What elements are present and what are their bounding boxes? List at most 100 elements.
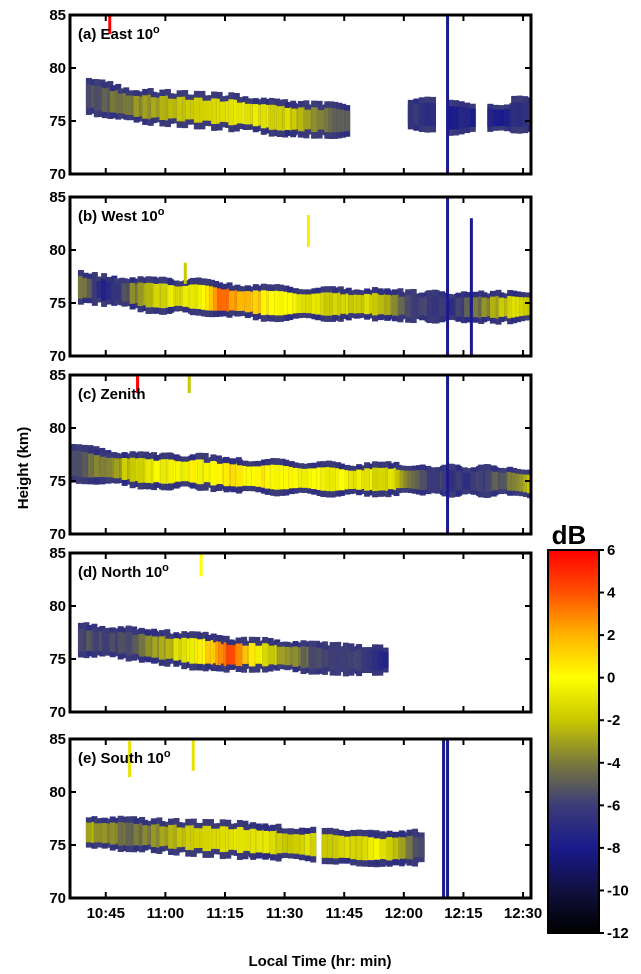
panel-frame — [68, 195, 533, 358]
panel-c: 70 75 80 85 (c) Zenith — [49, 367, 533, 543]
echo-band-core — [168, 285, 174, 307]
echo-band-core — [274, 464, 280, 490]
echo-band-core — [316, 467, 323, 490]
echo-band-core — [311, 293, 318, 314]
echo-band-core — [185, 825, 192, 851]
y-axis-title: Height (km) — [15, 427, 32, 510]
echo-band-core — [364, 468, 371, 491]
echo-band-core — [217, 288, 224, 311]
echo-band-core — [101, 632, 108, 651]
echo-band-core — [393, 837, 400, 860]
echo-band-core — [176, 827, 183, 848]
echo-band-core — [448, 469, 455, 492]
panels-group: 70 75 80 85 (a) East 10o 70 75 80 85 (b) West 10o… — [49, 7, 542, 922]
echo-band-core — [197, 284, 204, 310]
echo-band-core — [315, 293, 322, 315]
echo-spot-core — [522, 102, 529, 127]
echo-band-core — [125, 95, 132, 116]
echo-band-core — [243, 830, 250, 851]
echo-band-core — [260, 290, 267, 316]
y-tick-label: 80 — [49, 420, 66, 437]
echo-band-core — [156, 97, 163, 118]
echo-band-core — [391, 294, 398, 316]
colorbar: dB 6 4 2 0 -2 -4 -6 -8 -10 -12 — [547, 520, 629, 942]
echo-band-core — [225, 101, 232, 123]
echo-band-core — [109, 822, 116, 845]
echo-band-core — [93, 632, 100, 651]
panel-frame — [68, 373, 533, 536]
panel-label: (e) South 10o — [78, 748, 171, 767]
echo-band-core — [113, 458, 120, 479]
panel-e: 70 75 80 85 10:45 11:00 11:15 11:30 11:45 12:00 12… — [49, 731, 542, 922]
echo-band-core — [164, 95, 171, 121]
echo-band-core — [320, 467, 327, 491]
colorbar-tick-label: -2 — [607, 712, 620, 729]
panel-frame — [68, 737, 533, 900]
echo-band-core — [202, 100, 209, 121]
colorbar-tick-label: 2 — [607, 627, 615, 644]
echo-band-core — [216, 98, 223, 124]
echo-band-core — [292, 646, 299, 667]
echo-band-core — [233, 99, 240, 125]
echo-band-core — [364, 293, 371, 315]
echo-band-core — [160, 283, 167, 309]
degree-mark: o — [164, 748, 171, 760]
echo-band-core — [268, 104, 275, 130]
echo-band-core — [356, 469, 363, 490]
echo-band-core — [173, 98, 180, 119]
echo-band-core — [153, 460, 160, 483]
echo-band-core — [413, 837, 420, 858]
echo-band-core — [340, 109, 347, 132]
y-tick-label: 75 — [49, 837, 66, 854]
colorbar-tick-label: 4 — [607, 585, 616, 602]
echo-layer — [77, 553, 389, 677]
echo-band-core — [256, 830, 263, 853]
echo-band-core — [261, 465, 267, 488]
echo-band-core — [87, 453, 94, 478]
echo-band-core — [456, 471, 463, 491]
echo-band-core — [268, 645, 275, 665]
echo-band-core — [407, 470, 414, 489]
echo-band-core — [311, 468, 318, 490]
panel-label: (d) North 10o — [78, 562, 169, 581]
echo-band-core — [251, 466, 258, 487]
echo-band-core — [109, 632, 116, 653]
echo-band-core — [85, 822, 92, 843]
echo-mark — [136, 375, 140, 394]
echo-band-core — [296, 294, 303, 314]
colorbar-tick-label: -10 — [607, 882, 629, 899]
echo-band-core — [470, 472, 477, 490]
echo-spot-edge — [533, 99, 539, 131]
echo-band-core — [121, 283, 128, 302]
echo-band-core — [288, 466, 295, 489]
echo-band-core — [255, 466, 262, 487]
echo-band-core — [236, 102, 243, 124]
y-tick-label: 70 — [49, 166, 66, 183]
echo-band-core — [150, 824, 157, 848]
echo-band-core — [276, 833, 283, 854]
echo-band-core — [284, 107, 291, 130]
echo-band-core — [93, 85, 100, 111]
echo-band-core — [527, 474, 531, 494]
echo-band-core — [283, 466, 290, 490]
echo-mark — [128, 741, 132, 778]
echo-band-core — [498, 297, 505, 317]
echo-band-core — [193, 97, 200, 123]
echo-spot-core — [516, 102, 523, 128]
y-tick-label: 80 — [49, 784, 66, 801]
echo-band-core — [153, 283, 160, 308]
echo-band-core — [137, 282, 144, 306]
echo-band-core — [160, 459, 167, 484]
y-tick-label: 75 — [49, 113, 66, 130]
x-tick-label: 12:00 — [385, 905, 423, 922]
echo-spot-core — [407, 105, 414, 125]
echo-band-core — [264, 465, 271, 489]
colorbar-title: dB — [552, 520, 587, 550]
echo-band-core — [282, 833, 289, 853]
y-tick-label: 70 — [49, 704, 66, 721]
echo-band-core — [301, 468, 308, 488]
echo-band-core — [101, 823, 108, 844]
panel-frame — [68, 13, 533, 176]
echo-band-core — [219, 101, 226, 122]
